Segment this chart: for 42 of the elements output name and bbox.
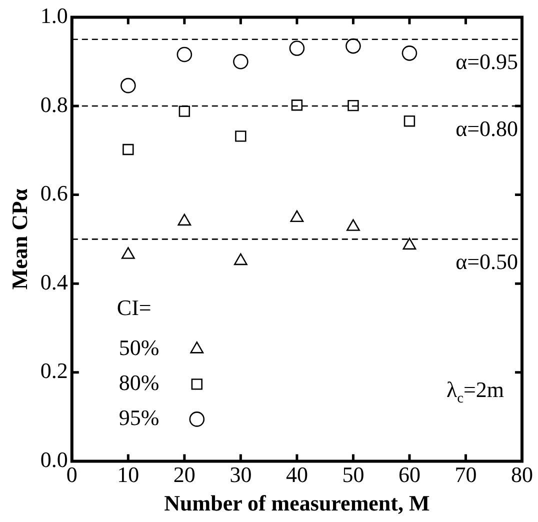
x-tick-label: 30 xyxy=(230,462,252,488)
y-tick-label: 0.0 xyxy=(40,446,68,472)
point xyxy=(348,100,359,112)
point xyxy=(402,238,416,250)
point xyxy=(289,40,305,56)
y-axis-title: Mean CPα xyxy=(6,188,32,290)
x-tick-label: 10 xyxy=(117,462,140,488)
point xyxy=(121,247,135,259)
legend-title: CI= xyxy=(116,294,152,320)
legend-label: 50% xyxy=(118,334,160,360)
ref-line-label: α=0.80 xyxy=(456,116,518,141)
point xyxy=(178,106,190,117)
point xyxy=(235,130,246,142)
point xyxy=(122,144,134,156)
point xyxy=(290,210,304,222)
x-axis-title: Number of measurement, M xyxy=(164,490,430,516)
ref-line-label: α=0.95 xyxy=(456,49,518,74)
ref-line-label: α=0.50 xyxy=(456,248,518,274)
x-tick-label: 80 xyxy=(511,462,533,488)
x-tick-label: 70 xyxy=(454,462,477,488)
legend-label: 80% xyxy=(118,370,160,395)
y-tick-label: 0.2 xyxy=(40,358,68,384)
point xyxy=(234,253,248,266)
point xyxy=(176,46,192,62)
point xyxy=(404,115,416,127)
x-tick-label: 40 xyxy=(286,462,308,488)
point xyxy=(402,46,418,61)
x-tick-label: 0 xyxy=(66,462,78,488)
point xyxy=(178,214,192,226)
x-tick-label: 20 xyxy=(173,462,196,488)
y-tick-label: 1.0 xyxy=(40,2,68,28)
point xyxy=(291,100,303,111)
legend-label: 95% xyxy=(118,404,160,430)
point xyxy=(120,78,136,94)
y-tick-label: 0.8 xyxy=(40,92,68,117)
point xyxy=(346,38,361,54)
point xyxy=(346,219,360,231)
x-tick-label: 50 xyxy=(342,462,364,488)
point xyxy=(233,54,248,70)
y-tick-label: 0.4 xyxy=(40,269,68,294)
y-tick-label: 0.6 xyxy=(40,180,68,206)
x-tick-label: 60 xyxy=(398,462,420,488)
